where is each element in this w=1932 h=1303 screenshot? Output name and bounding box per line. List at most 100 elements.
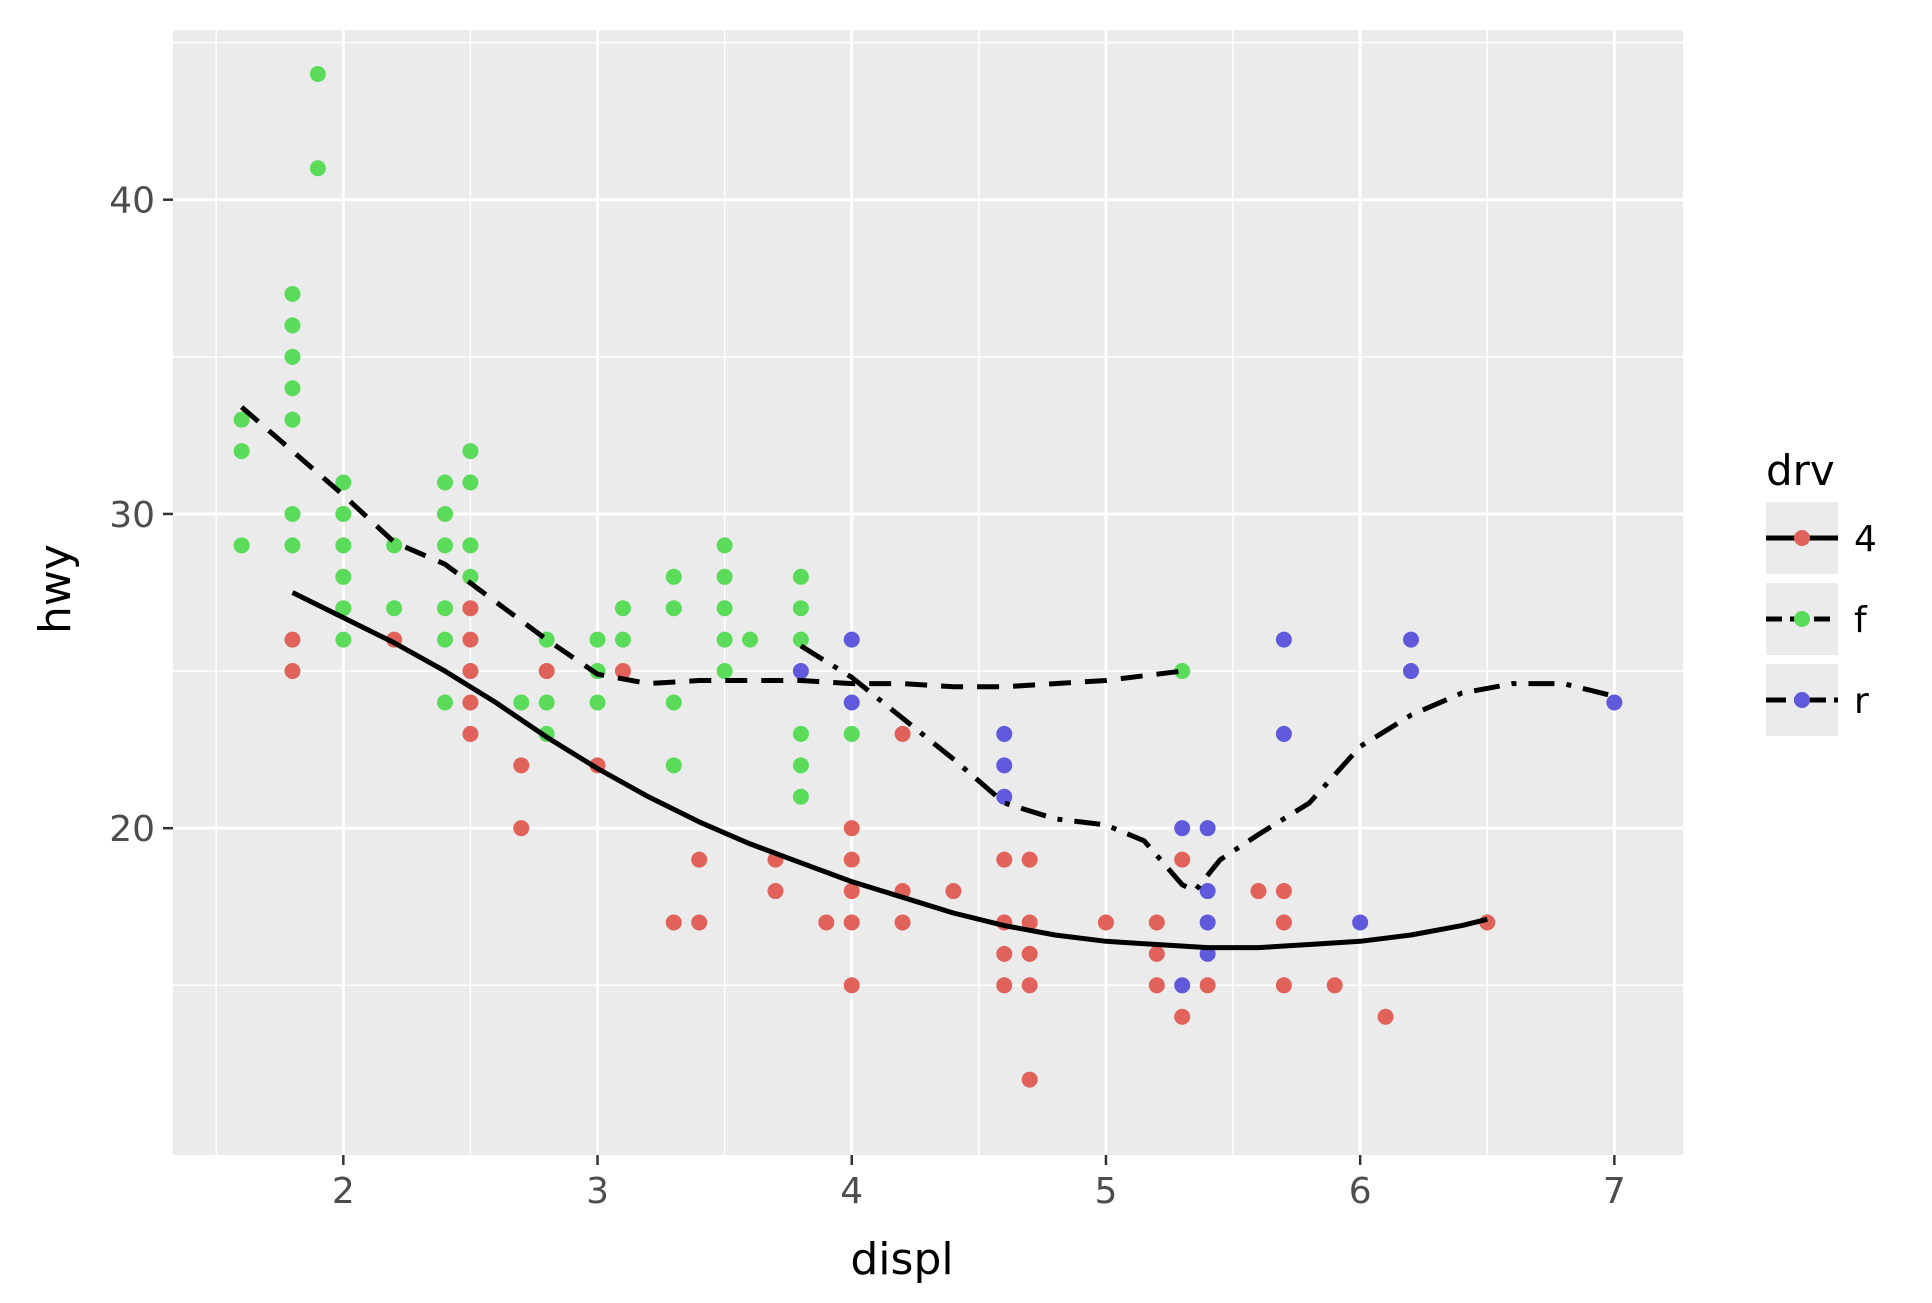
data-point-4 [1275, 914, 1292, 931]
legend: drv 4 fr [1766, 446, 1877, 736]
data-point-4 [462, 631, 479, 648]
data-point-4 [818, 914, 835, 931]
data-point-4 [691, 914, 708, 931]
data-point-f [233, 443, 250, 460]
data-point-f [284, 317, 301, 334]
legend-label-f: f [1854, 600, 1868, 641]
data-point-f [462, 537, 479, 554]
data-point-f [284, 348, 301, 365]
data-point-r [843, 694, 860, 711]
data-point-f [538, 694, 555, 711]
smooth-line-4 [291, 590, 1488, 951]
data-point-f [437, 694, 454, 711]
data-point-f [386, 600, 403, 617]
x-tick-label: 4 [840, 1171, 863, 1212]
data-point-4 [1275, 977, 1292, 994]
data-point-f [462, 568, 479, 585]
data-point-4 [996, 851, 1013, 868]
data-point-4 [614, 663, 631, 680]
data-point-r [1275, 631, 1292, 648]
data-point-4 [843, 851, 860, 868]
legend-key-dot-r [1794, 692, 1810, 708]
data-point-4 [1148, 914, 1165, 931]
data-point-4 [1275, 883, 1292, 900]
data-point-r [1199, 914, 1216, 931]
data-point-4 [843, 883, 860, 900]
data-point-r [996, 757, 1013, 774]
data-point-4 [691, 851, 708, 868]
data-point-f [716, 568, 733, 585]
data-point-r [1275, 725, 1292, 742]
data-point-4 [1250, 883, 1267, 900]
data-point-f [335, 631, 352, 648]
data-point-4 [1174, 851, 1191, 868]
data-point-f [742, 631, 759, 648]
data-point-r [996, 725, 1013, 742]
data-point-f [437, 505, 454, 522]
data-point-f [843, 725, 860, 742]
data-point-f [614, 600, 631, 617]
plot-panel [173, 30, 1683, 1155]
data-point-f [665, 568, 682, 585]
data-point-4 [1326, 977, 1343, 994]
data-point-f [792, 600, 809, 617]
data-point-f [437, 474, 454, 491]
data-point-f [589, 694, 606, 711]
data-point-4 [513, 820, 530, 837]
data-point-r [792, 663, 809, 680]
data-point-4 [1021, 977, 1038, 994]
data-point-f [335, 474, 352, 491]
data-point-f [437, 600, 454, 617]
grid-major [173, 30, 1683, 1155]
data-point-f [335, 505, 352, 522]
x-tick-label: 7 [1603, 1171, 1626, 1212]
data-point-f [792, 725, 809, 742]
data-point-4 [843, 914, 860, 931]
data-point-4 [894, 914, 911, 931]
data-point-4 [462, 725, 479, 742]
data-point-4 [513, 757, 530, 774]
smooth-lines [239, 405, 1616, 951]
legend-key-dot-4 [1794, 530, 1810, 546]
data-point-4 [996, 945, 1013, 962]
data-point-4 [462, 694, 479, 711]
data-point-4 [1199, 977, 1216, 994]
data-point-f [792, 788, 809, 805]
tick-labels: 2 3 4 5 6 7 20 30 40 [109, 181, 1626, 1212]
data-point-r [1199, 883, 1216, 900]
data-point-4 [538, 663, 555, 680]
data-point-f [792, 631, 809, 648]
data-point-4 [945, 883, 962, 900]
data-point-4 [1148, 945, 1165, 962]
legend-title: drv [1766, 446, 1835, 495]
legend-label-r: r [1854, 681, 1869, 722]
data-point-f [792, 568, 809, 585]
data-point-4 [284, 631, 301, 648]
legend-key-dot-f [1794, 611, 1810, 627]
grid-minor [173, 30, 1683, 1155]
x-tick-label: 6 [1349, 1171, 1372, 1212]
data-point-r [1402, 631, 1419, 648]
data-point-4 [1021, 1071, 1038, 1088]
data-point-f [665, 757, 682, 774]
data-point-f [284, 411, 301, 428]
data-point-f [335, 600, 352, 617]
data-point-f [309, 160, 326, 177]
data-point-f [716, 663, 733, 680]
data-point-4 [1021, 914, 1038, 931]
data-point-r [1352, 914, 1369, 931]
data-point-f [437, 631, 454, 648]
x-tick-label: 2 [332, 1171, 355, 1212]
data-point-4 [462, 600, 479, 617]
data-point-4 [665, 914, 682, 931]
data-point-r [1606, 694, 1623, 711]
axis-ticks [163, 198, 1616, 1165]
legend-label-4: 4 [1854, 519, 1877, 560]
data-point-f [437, 537, 454, 554]
data-point-4 [1377, 1008, 1394, 1025]
data-point-r [843, 631, 860, 648]
data-point-f [335, 537, 352, 554]
data-point-4 [843, 977, 860, 994]
